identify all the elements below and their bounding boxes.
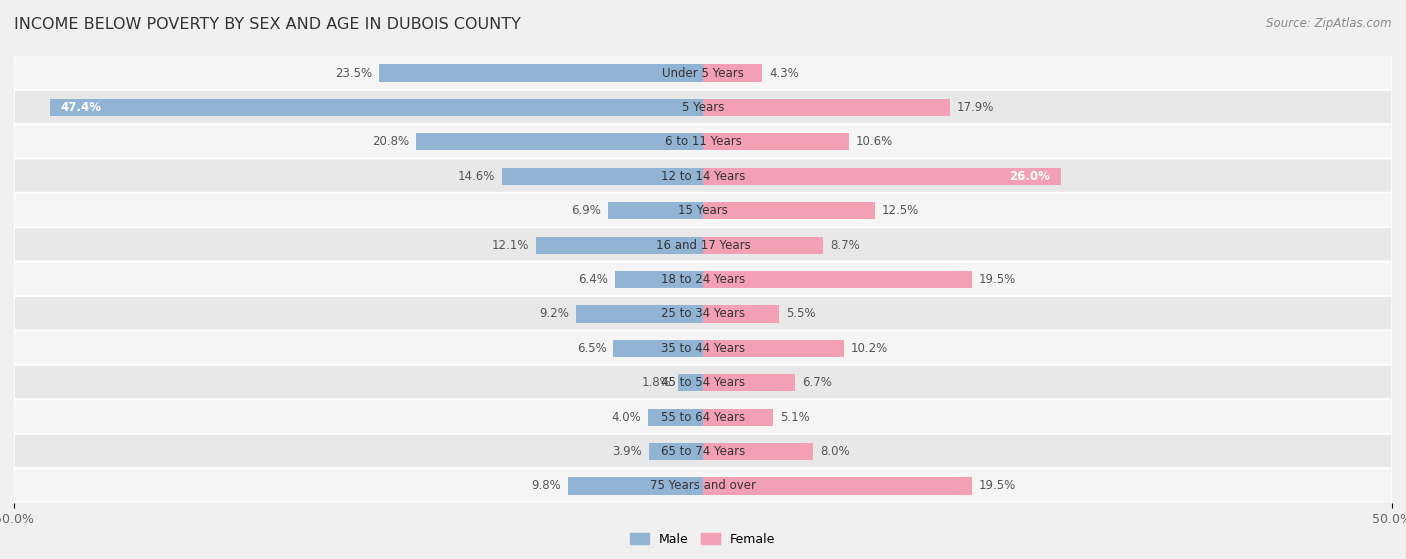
Text: 6.7%: 6.7% <box>803 376 832 389</box>
FancyBboxPatch shape <box>14 330 1392 366</box>
Text: 4.3%: 4.3% <box>769 67 799 79</box>
FancyBboxPatch shape <box>14 55 1392 91</box>
Text: 6.4%: 6.4% <box>578 273 607 286</box>
FancyBboxPatch shape <box>14 227 1392 263</box>
Text: 1.8%: 1.8% <box>641 376 671 389</box>
Text: 45 to 54 Years: 45 to 54 Years <box>661 376 745 389</box>
Bar <box>703 340 844 357</box>
Text: 47.4%: 47.4% <box>60 101 101 114</box>
FancyBboxPatch shape <box>14 399 1392 435</box>
Text: 3.9%: 3.9% <box>613 445 643 458</box>
Bar <box>648 409 703 426</box>
Text: 12.1%: 12.1% <box>492 239 530 252</box>
FancyBboxPatch shape <box>14 89 1392 125</box>
Bar <box>576 305 703 323</box>
Text: 65 to 74 Years: 65 to 74 Years <box>661 445 745 458</box>
Bar <box>536 236 703 254</box>
Bar <box>49 99 703 116</box>
FancyBboxPatch shape <box>14 365 1392 401</box>
Bar <box>703 64 762 82</box>
Text: 19.5%: 19.5% <box>979 480 1015 492</box>
Text: 9.2%: 9.2% <box>540 307 569 320</box>
Text: 18 to 24 Years: 18 to 24 Years <box>661 273 745 286</box>
Bar <box>678 374 703 391</box>
Text: 14.6%: 14.6% <box>457 170 495 183</box>
Text: 10.2%: 10.2% <box>851 342 887 355</box>
Bar <box>650 443 703 460</box>
Bar <box>607 202 703 219</box>
FancyBboxPatch shape <box>14 296 1392 332</box>
Text: 19.5%: 19.5% <box>979 273 1015 286</box>
Bar <box>502 168 703 185</box>
Text: 8.0%: 8.0% <box>820 445 849 458</box>
Text: 10.6%: 10.6% <box>856 135 893 148</box>
Text: 5.1%: 5.1% <box>780 411 810 424</box>
Bar <box>614 271 703 288</box>
Text: 17.9%: 17.9% <box>956 101 994 114</box>
Bar <box>568 477 703 495</box>
Text: 4.0%: 4.0% <box>612 411 641 424</box>
Text: 23.5%: 23.5% <box>335 67 373 79</box>
Bar <box>703 374 796 391</box>
Text: 20.8%: 20.8% <box>373 135 409 148</box>
Bar <box>703 168 1062 185</box>
Text: 15 Years: 15 Years <box>678 204 728 217</box>
Text: 8.7%: 8.7% <box>830 239 859 252</box>
FancyBboxPatch shape <box>14 468 1392 504</box>
Bar <box>613 340 703 357</box>
Bar <box>703 409 773 426</box>
Text: 25 to 34 Years: 25 to 34 Years <box>661 307 745 320</box>
Text: 6.9%: 6.9% <box>571 204 600 217</box>
Legend: Male, Female: Male, Female <box>626 528 780 551</box>
Bar <box>703 236 823 254</box>
Bar <box>416 133 703 150</box>
Bar <box>380 64 703 82</box>
Bar <box>703 305 779 323</box>
Text: Source: ZipAtlas.com: Source: ZipAtlas.com <box>1267 17 1392 30</box>
Text: Under 5 Years: Under 5 Years <box>662 67 744 79</box>
Text: 16 and 17 Years: 16 and 17 Years <box>655 239 751 252</box>
Bar <box>703 443 813 460</box>
FancyBboxPatch shape <box>14 124 1392 160</box>
Text: 12 to 14 Years: 12 to 14 Years <box>661 170 745 183</box>
Text: 9.8%: 9.8% <box>531 480 561 492</box>
Text: 5.5%: 5.5% <box>786 307 815 320</box>
Bar <box>703 99 949 116</box>
Text: 6.5%: 6.5% <box>576 342 606 355</box>
Text: 5 Years: 5 Years <box>682 101 724 114</box>
Bar <box>703 477 972 495</box>
Text: INCOME BELOW POVERTY BY SEX AND AGE IN DUBOIS COUNTY: INCOME BELOW POVERTY BY SEX AND AGE IN D… <box>14 17 522 32</box>
Text: 35 to 44 Years: 35 to 44 Years <box>661 342 745 355</box>
Bar <box>703 202 875 219</box>
FancyBboxPatch shape <box>14 262 1392 297</box>
FancyBboxPatch shape <box>14 434 1392 470</box>
Text: 6 to 11 Years: 6 to 11 Years <box>665 135 741 148</box>
Text: 26.0%: 26.0% <box>1010 170 1050 183</box>
FancyBboxPatch shape <box>14 158 1392 194</box>
Bar <box>703 133 849 150</box>
Text: 55 to 64 Years: 55 to 64 Years <box>661 411 745 424</box>
FancyBboxPatch shape <box>14 193 1392 229</box>
Text: 75 Years and over: 75 Years and over <box>650 480 756 492</box>
Bar <box>703 271 972 288</box>
Text: 12.5%: 12.5% <box>882 204 920 217</box>
